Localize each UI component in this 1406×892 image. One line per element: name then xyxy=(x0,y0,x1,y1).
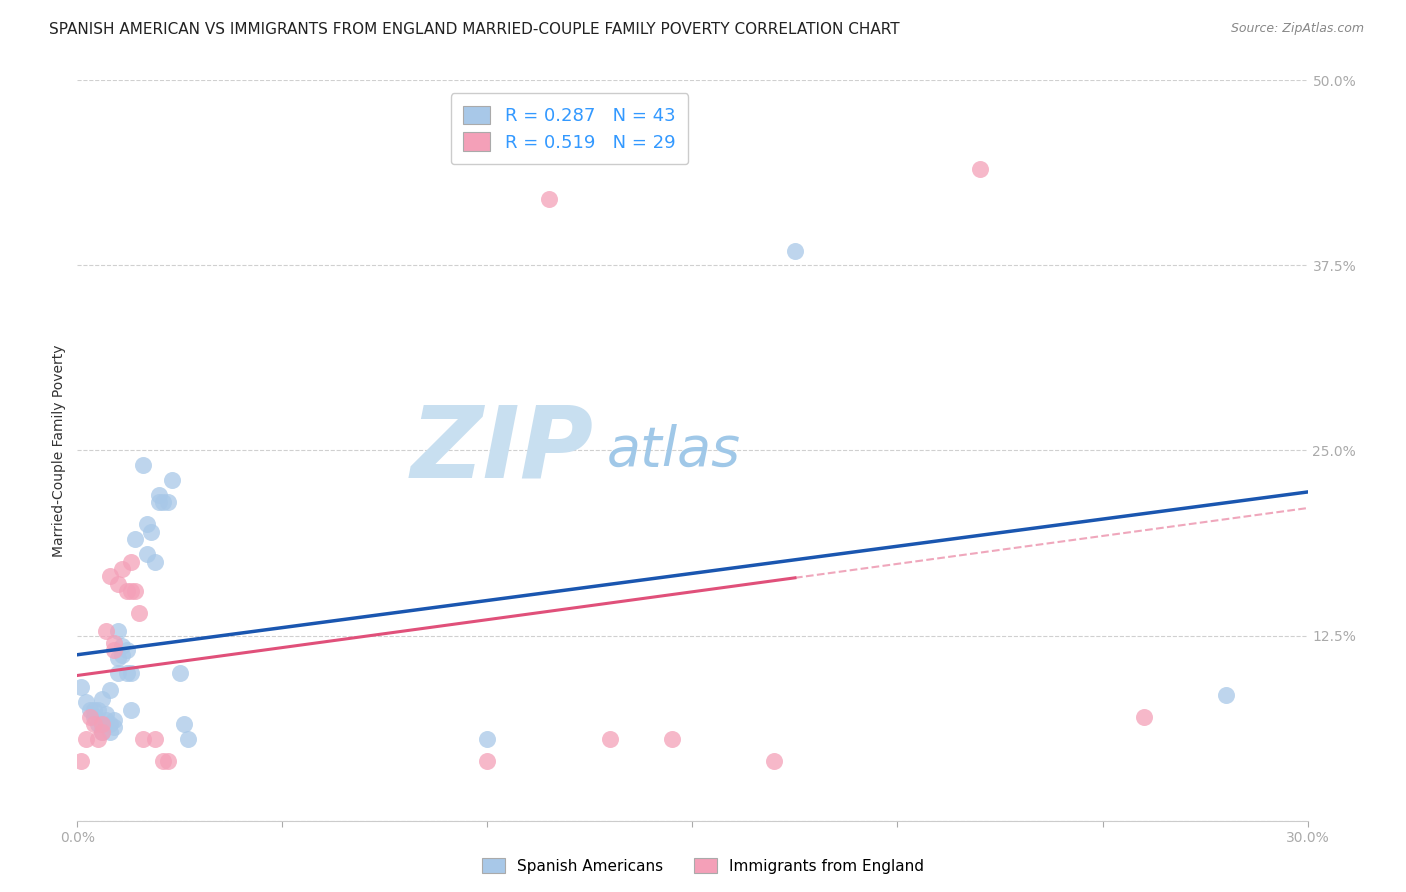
Point xyxy=(98,717,121,731)
Point xyxy=(132,732,155,747)
Point xyxy=(173,717,195,731)
Y-axis label: Married-Couple Family Poverty: Married-Couple Family Poverty xyxy=(52,344,66,557)
Point xyxy=(152,495,174,509)
Point xyxy=(148,495,170,509)
Point xyxy=(70,755,93,769)
Point xyxy=(107,624,129,639)
Point xyxy=(136,517,159,532)
Point xyxy=(124,584,146,599)
Point xyxy=(70,681,93,695)
Point xyxy=(783,244,806,258)
Point xyxy=(111,648,134,662)
Point xyxy=(537,192,560,206)
Point xyxy=(128,607,150,621)
Point xyxy=(98,569,121,583)
Point xyxy=(115,584,138,599)
Text: SPANISH AMERICAN VS IMMIGRANTS FROM ENGLAND MARRIED-COUPLE FAMILY POVERTY CORREL: SPANISH AMERICAN VS IMMIGRANTS FROM ENGL… xyxy=(49,22,900,37)
Point xyxy=(148,488,170,502)
Point xyxy=(83,703,105,717)
Point xyxy=(103,643,125,657)
Point xyxy=(763,755,786,769)
Point xyxy=(120,665,142,680)
Point xyxy=(477,755,499,769)
Point xyxy=(87,717,110,731)
Point xyxy=(90,717,114,731)
Text: atlas: atlas xyxy=(606,424,741,477)
Point xyxy=(79,703,101,717)
Point xyxy=(111,562,134,576)
Text: ZIP: ZIP xyxy=(411,402,595,499)
Point xyxy=(87,703,110,717)
Point xyxy=(143,732,166,747)
Point xyxy=(90,717,114,731)
Point xyxy=(141,524,163,539)
Legend: Spanish Americans, Immigrants from England: Spanish Americans, Immigrants from Engla… xyxy=(475,852,931,880)
Point xyxy=(120,703,142,717)
Legend: R = 0.287   N = 43, R = 0.519   N = 29: R = 0.287 N = 43, R = 0.519 N = 29 xyxy=(451,93,688,164)
Point xyxy=(156,755,179,769)
Point xyxy=(120,555,142,569)
Point xyxy=(98,724,121,739)
Point xyxy=(94,624,117,639)
Point xyxy=(90,724,114,739)
Point xyxy=(1132,710,1154,724)
Point xyxy=(160,473,183,487)
Point xyxy=(107,650,129,665)
Point xyxy=(103,713,125,727)
Point xyxy=(115,665,138,680)
Point xyxy=(152,755,174,769)
Point xyxy=(83,710,105,724)
Text: Source: ZipAtlas.com: Source: ZipAtlas.com xyxy=(1230,22,1364,36)
Point xyxy=(107,665,129,680)
Point xyxy=(477,732,499,747)
Point xyxy=(94,706,117,721)
Point xyxy=(90,692,114,706)
Point xyxy=(177,732,200,747)
Point xyxy=(120,584,142,599)
Point xyxy=(98,683,121,698)
Point xyxy=(115,643,138,657)
Point xyxy=(143,555,166,569)
Point xyxy=(90,724,114,739)
Point xyxy=(107,576,129,591)
Point xyxy=(111,639,134,653)
Point xyxy=(75,732,97,747)
Point xyxy=(136,547,159,561)
Point xyxy=(156,495,179,509)
Point xyxy=(969,162,991,177)
Point xyxy=(83,717,105,731)
Point xyxy=(599,732,621,747)
Point xyxy=(124,533,146,547)
Point xyxy=(79,710,101,724)
Point xyxy=(1215,688,1237,702)
Point xyxy=(87,732,110,747)
Point xyxy=(661,732,683,747)
Point xyxy=(169,665,191,680)
Point xyxy=(94,713,117,727)
Point xyxy=(132,458,155,473)
Point xyxy=(75,695,97,709)
Point xyxy=(103,720,125,734)
Point xyxy=(103,636,125,650)
